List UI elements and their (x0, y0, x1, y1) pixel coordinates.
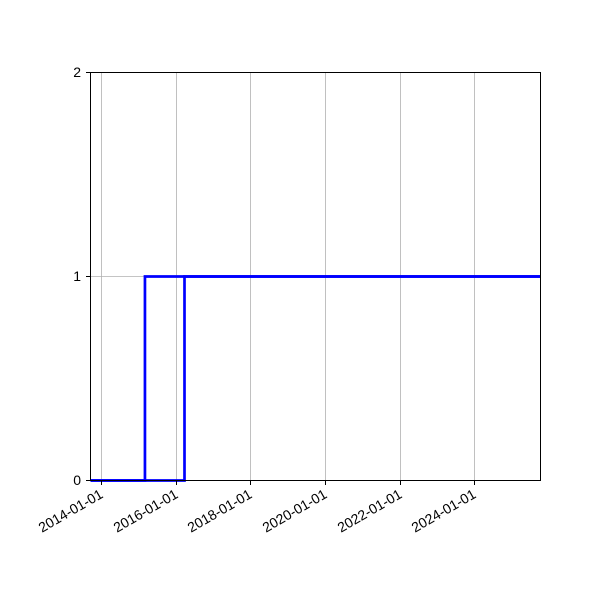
svg-text:1: 1 (73, 268, 81, 284)
svg-text:0: 0 (73, 472, 81, 488)
svg-text:2: 2 (73, 64, 81, 80)
